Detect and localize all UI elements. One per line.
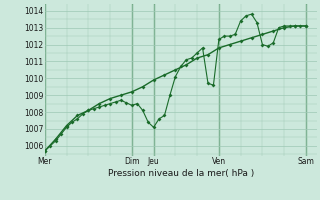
X-axis label: Pression niveau de la mer( hPa ): Pression niveau de la mer( hPa )	[108, 169, 254, 178]
